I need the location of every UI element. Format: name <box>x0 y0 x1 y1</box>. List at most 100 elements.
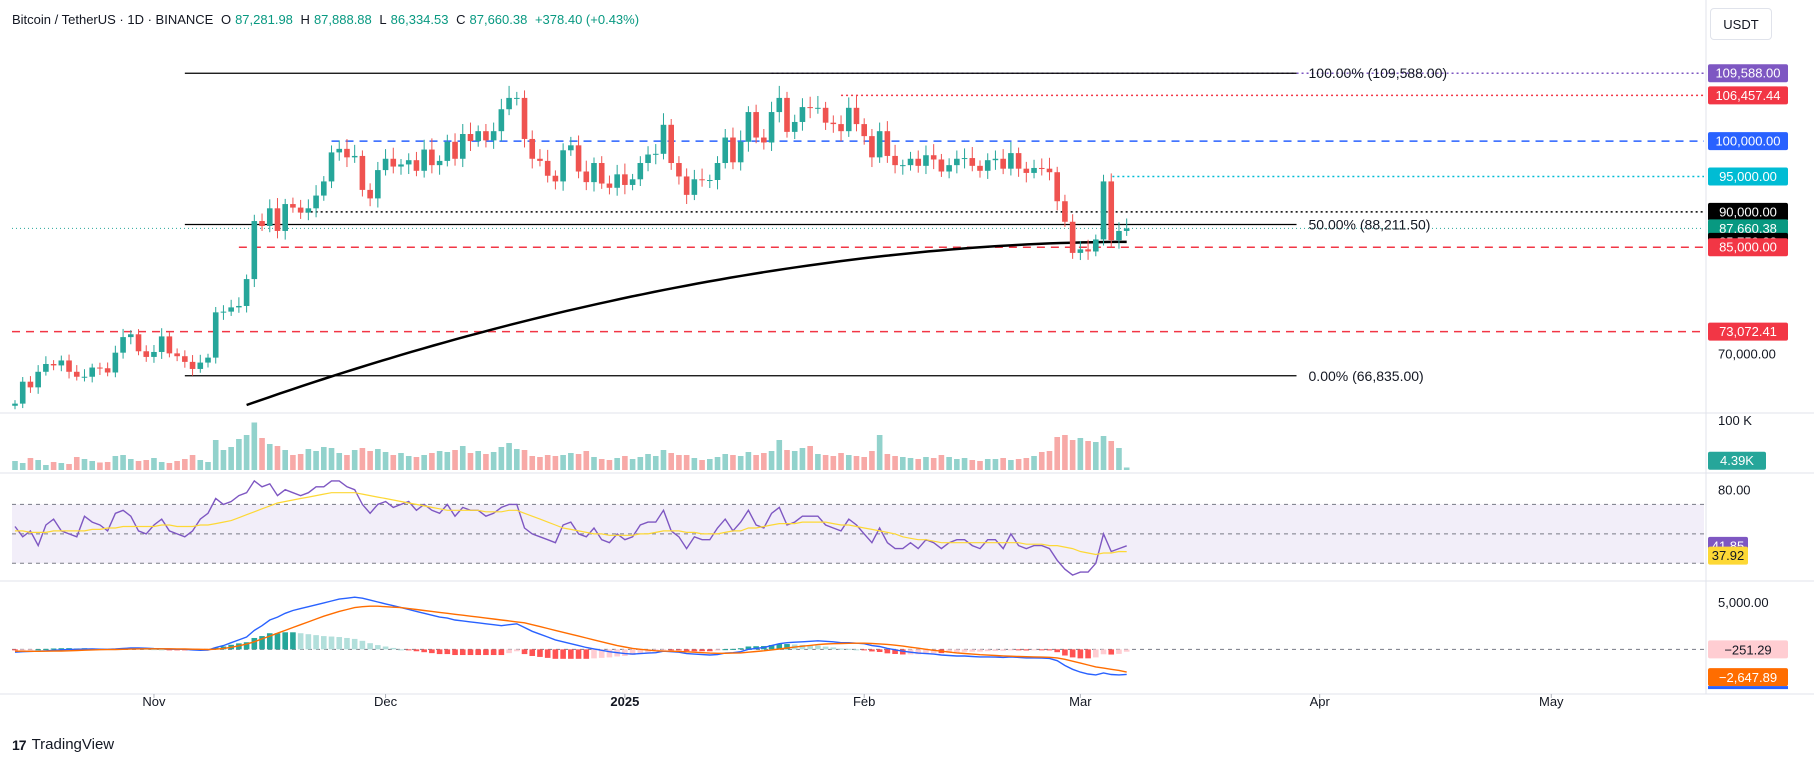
volume-bar[interactable] <box>575 454 582 470</box>
macd-histogram-bar[interactable] <box>629 649 636 656</box>
volume-bar[interactable] <box>552 456 559 470</box>
candle-body[interactable] <box>838 124 844 132</box>
candle-body[interactable] <box>761 137 767 143</box>
candle-body[interactable] <box>174 353 180 357</box>
candle-body[interactable] <box>66 360 72 372</box>
macd-histogram-bar[interactable] <box>683 649 690 652</box>
volume-bar[interactable] <box>830 456 837 470</box>
macd-histogram-bar[interactable] <box>575 649 582 659</box>
volume-bar[interactable] <box>514 449 520 470</box>
volume-bar[interactable] <box>668 453 674 470</box>
macd-histogram-bar[interactable] <box>19 649 26 651</box>
volume-bar[interactable] <box>876 435 883 470</box>
price-tag[interactable]: 109,588.00 <box>1708 64 1788 83</box>
macd-histogram-bar[interactable] <box>984 649 991 652</box>
candle-body[interactable] <box>1031 167 1037 173</box>
candle-body[interactable] <box>483 131 489 141</box>
macd-histogram-bar[interactable] <box>1000 649 1006 651</box>
candle-body[interactable] <box>274 208 281 231</box>
volume-bar[interactable] <box>151 458 157 470</box>
macd-histogram-bar[interactable] <box>359 640 366 650</box>
macd-histogram-bar[interactable] <box>969 649 976 652</box>
candle-body[interactable] <box>382 158 389 171</box>
volume-bar[interactable] <box>1008 460 1014 470</box>
candle-body[interactable] <box>398 164 404 167</box>
macd-histogram-bar[interactable] <box>243 642 250 650</box>
candle-body[interactable] <box>1108 181 1115 241</box>
volume-bar[interactable] <box>529 456 536 470</box>
volume-bar[interactable] <box>791 451 798 470</box>
candle-body[interactable] <box>421 149 427 171</box>
volume-bar[interactable] <box>50 462 57 470</box>
candle-body[interactable] <box>830 122 837 125</box>
volume-bar[interactable] <box>351 450 358 470</box>
macd-histogram-bar[interactable] <box>745 646 752 650</box>
candle-body[interactable] <box>197 362 204 369</box>
candle-body[interactable] <box>158 336 165 352</box>
volume-bar[interactable] <box>483 454 489 470</box>
candle-body[interactable] <box>514 97 520 99</box>
candle-body[interactable] <box>737 141 744 163</box>
candle-body[interactable] <box>282 204 288 231</box>
volume-bar[interactable] <box>560 455 566 470</box>
candle-body[interactable] <box>436 160 443 166</box>
candle-body[interactable] <box>452 141 458 159</box>
candle-body[interactable] <box>984 160 991 171</box>
volume-bar[interactable] <box>336 453 343 470</box>
candle-body[interactable] <box>1008 153 1014 169</box>
macd-histogram-bar[interactable] <box>807 645 813 650</box>
candle-body[interactable] <box>707 180 713 181</box>
candle-body[interactable] <box>598 163 605 184</box>
volume-bar[interactable] <box>205 462 211 470</box>
candle-body[interactable] <box>645 154 651 164</box>
candle-body[interactable] <box>43 364 49 372</box>
candle-body[interactable] <box>1038 167 1045 169</box>
volume-bar[interactable] <box>838 453 844 470</box>
volume-bar[interactable] <box>652 456 659 470</box>
candle-body[interactable] <box>166 336 173 354</box>
macd-histogram-bar[interactable] <box>467 649 474 656</box>
volume-bar[interactable] <box>274 446 281 470</box>
macd-histogram-bar[interactable] <box>506 649 512 654</box>
volume-bar[interactable] <box>1062 435 1068 470</box>
volume-bar[interactable] <box>568 453 574 470</box>
volume-bar[interactable] <box>761 453 767 470</box>
candle-body[interactable] <box>405 160 412 165</box>
volume-bar[interactable] <box>699 460 705 470</box>
macd-histogram-bar[interactable] <box>884 649 891 654</box>
candle-body[interactable] <box>807 107 813 109</box>
volume-bar[interactable] <box>768 451 775 470</box>
volume-bar[interactable] <box>892 456 898 470</box>
macd-histogram-bar[interactable] <box>1038 649 1045 651</box>
macd-histogram-bar[interactable] <box>784 644 790 650</box>
volume-bar[interactable] <box>521 450 528 470</box>
volume-bar[interactable] <box>930 458 937 470</box>
candle-body[interactable] <box>151 351 157 357</box>
price-tag[interactable]: 85,000.00 <box>1708 238 1788 257</box>
volume-bar[interactable] <box>815 454 821 470</box>
macd-histogram-bar[interactable] <box>514 649 520 652</box>
volume-bar[interactable] <box>1023 458 1030 470</box>
volume-bar[interactable] <box>259 438 265 470</box>
macd-histogram-bar[interactable] <box>1062 649 1068 656</box>
volume-bar[interactable] <box>344 455 350 470</box>
macd-histogram-bar[interactable] <box>166 649 173 651</box>
candle-body[interactable] <box>220 311 227 313</box>
macd-histogram-bar[interactable] <box>297 633 304 650</box>
volume-bar[interactable] <box>282 450 288 470</box>
candle-body[interactable] <box>58 360 65 366</box>
macd-histogram-bar[interactable] <box>405 649 412 651</box>
candle-body[interactable] <box>467 134 474 142</box>
volume-bar[interactable] <box>367 451 373 470</box>
candle-body[interactable] <box>1069 221 1076 253</box>
candle-body[interactable] <box>351 155 358 158</box>
candle-body[interactable] <box>35 371 41 388</box>
candle-body[interactable] <box>251 221 258 280</box>
volume-bar[interactable] <box>1116 448 1122 470</box>
volume-bar[interactable] <box>81 459 88 470</box>
candle-body[interactable] <box>884 131 891 156</box>
volume-bar[interactable] <box>861 457 867 470</box>
macd-histogram-bar[interactable] <box>568 649 574 659</box>
macd-histogram-bar[interactable] <box>251 637 258 650</box>
candle-body[interactable] <box>915 158 922 166</box>
